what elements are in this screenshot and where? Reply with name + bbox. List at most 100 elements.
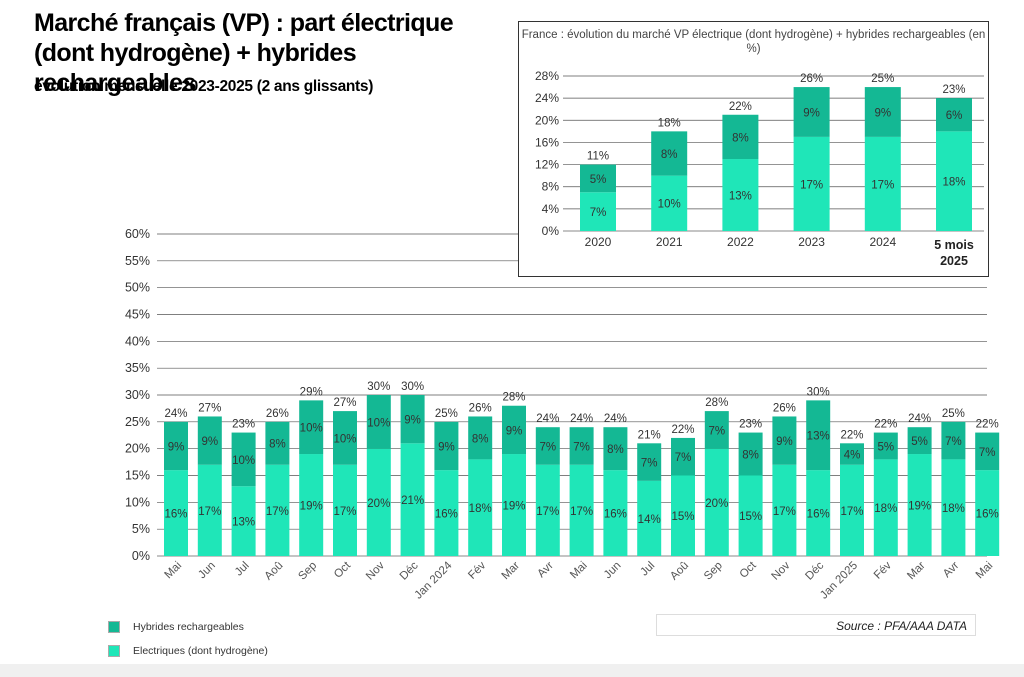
bar-electric [580,192,616,231]
x-tick-label: Sep [702,560,725,583]
data-label-electric: 13% [729,190,752,202]
bar-electric [400,443,425,556]
data-label-total: 22% [840,429,863,441]
bar-electric [265,464,290,556]
data-label-hybrid: 8% [607,444,624,456]
x-tick-label: Oct [332,559,354,581]
x-tick-label: Mai [568,560,590,582]
x-tick-label: Avr [535,560,556,581]
bar-electric [502,454,526,556]
x-tick-label: Avr [941,560,962,581]
data-label-total: 27% [198,402,221,414]
data-label-electric: 13% [232,517,255,529]
data-label-total: 29% [300,386,323,398]
bar-electric [722,159,759,231]
bar-hybrid [864,87,901,137]
data-label-total: 24% [570,413,593,425]
data-label-electric: 16% [976,508,999,520]
data-label-total: 28% [705,397,728,409]
bar-electric [197,464,222,556]
x-tick-label: Jun [602,560,624,582]
legend: Hybrides rechargeables Electriques (dont… [108,620,268,668]
data-label-electric: 17% [198,506,221,518]
bar-electric [569,464,594,556]
bar-hybrid [772,416,797,465]
bar-hybrid [704,411,729,449]
bar-electric [793,136,830,231]
data-label-total: 11% [587,151,609,163]
x-tick-label: 2023 [798,235,825,249]
bar-hybrid [873,432,898,460]
bar-hybrid [806,400,831,471]
data-label-electric: 17% [333,506,356,518]
bar-electric [975,470,1000,556]
bar-hybrid [603,427,628,471]
inset-chart-panel: France : évolution du marché VP électriq… [518,21,989,277]
data-label-hybrid: 13% [807,431,830,443]
data-label-total: 23% [942,84,965,96]
y-tick-label: 16% [535,135,559,149]
bar-electric [772,464,797,556]
bar-electric [941,459,966,556]
data-label-electric: 16% [435,508,458,520]
data-label-total: 30% [367,381,390,393]
data-label-hybrid: 7% [573,441,590,453]
x-tick-label: 2020 [585,235,612,249]
y-tick-label: 4% [542,202,560,216]
x-tick-label: Mar [500,560,523,583]
data-label-hybrid: 8% [269,439,286,451]
bar-hybrid [580,164,616,193]
data-label-hybrid: 8% [661,149,678,161]
data-label-electric: 21% [401,495,424,507]
bar-hybrid [468,416,493,460]
y-tick-label: 28% [535,69,559,83]
bar-hybrid [738,432,763,476]
bar-electric [651,175,688,231]
data-label-electric: 7% [590,207,607,219]
data-label-total: 28% [502,392,525,404]
y-tick-label: 20% [535,113,559,127]
data-label-total: 24% [164,408,187,420]
data-label-hybrid: 7% [539,441,556,453]
data-label-electric: 19% [502,500,525,512]
x-tick-label: Nov [364,559,387,582]
bar-hybrid [366,395,391,449]
data-label-total: 25% [435,408,458,420]
y-tick-label: 20% [125,442,150,456]
data-label-hybrid: 9% [506,425,523,437]
data-label-total: 18% [658,117,681,129]
bar-hybrid [637,443,662,481]
bar-electric [299,454,324,556]
y-tick-label: 30% [125,388,150,402]
bar-electric [366,448,391,556]
y-tick-label: 10% [125,495,150,509]
bar-hybrid [535,427,560,465]
legend-item-electric: Electriques (dont hydrogène) [108,644,268,658]
data-label-hybrid: 7% [675,452,692,464]
legend-swatch-hybrid [108,621,120,633]
bar-hybrid [793,87,830,137]
data-label-total: 22% [729,101,752,113]
data-label-hybrid: 10% [300,423,323,435]
data-label-electric: 19% [300,500,323,512]
data-label-electric: 17% [773,506,796,518]
bar-electric [806,470,831,556]
data-label-electric: 20% [705,498,728,510]
data-label-electric: 17% [800,179,823,191]
bar-electric [231,486,256,556]
bar-hybrid [840,443,864,465]
x-tick-label: Déc [803,559,826,582]
y-tick-label: 0% [542,224,560,238]
x-tick-label: Aoû [668,560,691,583]
bar-electric [603,470,628,556]
data-label-hybrid: 9% [776,436,793,448]
x-tick-label: 2022 [727,235,754,249]
bar-hybrid [333,411,357,465]
data-label-electric: 18% [942,177,965,189]
x-tick-label: Fév [872,559,894,581]
x-tick-label: Fév [466,559,488,581]
x-tick-label: Mar [905,560,928,583]
legend-swatch-electric [108,645,120,657]
bar-hybrid [265,421,290,465]
